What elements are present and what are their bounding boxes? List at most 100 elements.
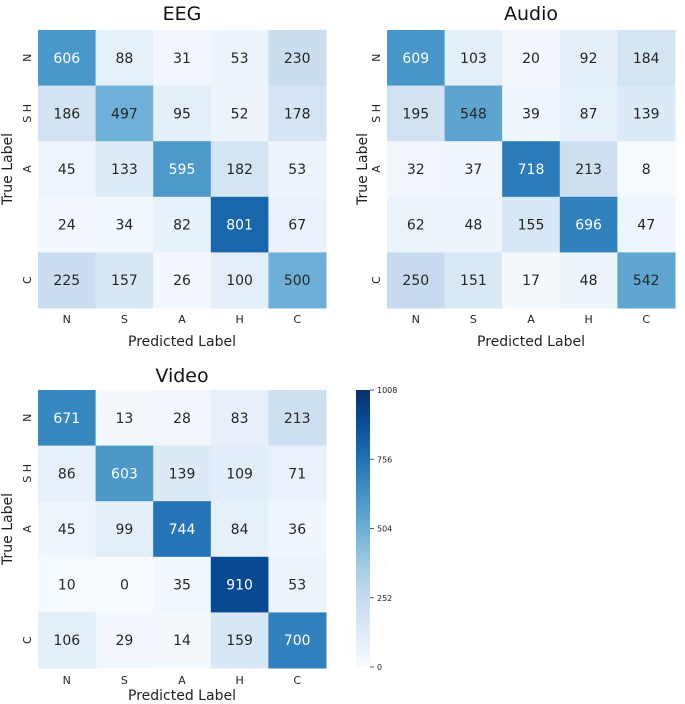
video-cell-r4-c1 bbox=[95, 612, 154, 669]
audio-cell-r0-c0 bbox=[387, 30, 446, 87]
audio-cell-label-r4-c0: 250 bbox=[402, 273, 429, 289]
eeg-title: EEG bbox=[163, 3, 202, 25]
eeg-cell-label-r0-c3: 53 bbox=[231, 51, 249, 67]
eeg-cell-label-r4-c0: 225 bbox=[53, 273, 80, 289]
eeg-cell-r3-c1 bbox=[95, 196, 154, 253]
video-cell-r0-c4 bbox=[268, 390, 327, 447]
audio-cell-r4-c3 bbox=[559, 252, 618, 309]
eeg-x-tick-1: S bbox=[121, 313, 128, 326]
audio-cell-r0-c1 bbox=[444, 30, 503, 87]
eeg-cell-label-r2-c2: 595 bbox=[169, 162, 196, 178]
eeg-cell-label-r1-c1: 497 bbox=[111, 106, 138, 122]
audio-cell-label-r4-c1: 151 bbox=[460, 273, 487, 289]
eeg-x-tick-2: A bbox=[178, 313, 186, 326]
video-cell-label-r4-c2: 14 bbox=[173, 633, 191, 649]
audio-cell-label-r3-c0: 62 bbox=[407, 218, 425, 234]
eeg-cell-r2-c0 bbox=[38, 141, 97, 198]
eeg-cell-r0-c0 bbox=[38, 30, 97, 87]
audio-cell-label-r3-c1: 48 bbox=[464, 218, 482, 234]
video-cell-r1-c2 bbox=[153, 445, 212, 502]
video-cell-label-r3-c3: 910 bbox=[226, 578, 253, 594]
audio-x-tick-0: N bbox=[412, 313, 420, 326]
audio-cell-r2-c4 bbox=[617, 141, 676, 198]
audio-x-tick-3: H bbox=[584, 313, 592, 326]
eeg-x-tick-0: N bbox=[63, 313, 71, 326]
eeg-cell-label-r3-c0: 24 bbox=[58, 218, 76, 234]
audio-cell-label-r1-c0: 195 bbox=[402, 106, 429, 122]
audio-cell-r4-c4 bbox=[617, 252, 676, 309]
eeg-cell-r4-c2 bbox=[153, 252, 212, 309]
audio-cell-r2-c3 bbox=[559, 141, 618, 198]
audio-cell-label-r4-c4: 542 bbox=[633, 273, 660, 289]
video-cell-label-r3-c2: 35 bbox=[173, 578, 191, 594]
video-cell-label-r2-c4: 36 bbox=[288, 522, 306, 538]
video-x-tick-1: S bbox=[121, 674, 128, 687]
eeg-y-axis-label: True Label bbox=[0, 133, 16, 206]
video-cell-r4-c4 bbox=[268, 612, 327, 669]
audio-cell-r3-c1 bbox=[444, 196, 503, 253]
eeg-cell-label-r1-c4: 178 bbox=[284, 106, 311, 122]
eeg-cell-label-r2-c3: 182 bbox=[226, 162, 253, 178]
audio-cell-r0-c2 bbox=[502, 30, 561, 87]
video-cell-r0-c2 bbox=[153, 390, 212, 447]
eeg-cell-r1-c2 bbox=[153, 85, 212, 142]
eeg-heatmap: EEG 606 88 31 53 230 186 497 95 52 178 45 133 595 182 5… bbox=[0, 3, 327, 350]
eeg-cell-label-r0-c2: 31 bbox=[173, 51, 191, 67]
audio-cell-label-r0-c2: 20 bbox=[522, 51, 540, 67]
eeg-cell-label-r3-c2: 82 bbox=[173, 218, 191, 234]
video-cell-label-r2-c2: 744 bbox=[169, 522, 196, 538]
audio-y-tick-4: C bbox=[370, 276, 383, 284]
audio-cell-r1-c4 bbox=[617, 85, 676, 142]
video-cell-r3-c1 bbox=[95, 556, 154, 613]
video-cell-label-r0-c4: 213 bbox=[284, 411, 311, 427]
eeg-cell-r2-c3 bbox=[210, 141, 269, 198]
video-x-tick-0: N bbox=[63, 674, 71, 687]
video-cell-label-r4-c3: 159 bbox=[226, 633, 253, 649]
audio-cell-label-r3-c2: 155 bbox=[518, 218, 545, 234]
eeg-cell-r3-c2 bbox=[153, 196, 212, 253]
audio-cell-label-r0-c4: 184 bbox=[633, 51, 660, 67]
audio-x-tick-1: S bbox=[470, 313, 477, 326]
video-cell-label-r2-c0: 45 bbox=[58, 522, 76, 538]
video-cell-label-r1-c1: 603 bbox=[111, 466, 138, 482]
colorbar-tick-4: 1008 bbox=[377, 386, 397, 395]
video-cell-label-r3-c1: 0 bbox=[120, 578, 129, 594]
audio-cell-label-r3-c3: 696 bbox=[575, 218, 602, 234]
colorbar-tick-1: 252 bbox=[377, 594, 392, 603]
audio-cell-label-r2-c4: 8 bbox=[642, 162, 651, 178]
eeg-x-tick-3: H bbox=[235, 313, 243, 326]
audio-cell-r4-c2 bbox=[502, 252, 561, 309]
eeg-cell-label-r3-c1: 34 bbox=[115, 218, 133, 234]
audio-cell-r1-c3 bbox=[559, 85, 618, 142]
eeg-y-tick-1: S H bbox=[21, 104, 34, 123]
video-cell-r2-c3 bbox=[210, 501, 269, 558]
eeg-y-tick-2: A bbox=[21, 165, 34, 173]
eeg-y-tick-0: N bbox=[21, 54, 34, 62]
eeg-cell-r2-c1 bbox=[95, 141, 154, 198]
eeg-cell-r2-c4 bbox=[268, 141, 327, 198]
video-cell-r1-c1 bbox=[95, 445, 154, 502]
video-cell-label-r4-c0: 106 bbox=[53, 633, 80, 649]
video-cell-r3-c2 bbox=[153, 556, 212, 613]
video-cell-label-r2-c3: 84 bbox=[231, 522, 249, 538]
audio-cell-label-r2-c2: 718 bbox=[518, 162, 545, 178]
video-cell-r2-c4 bbox=[268, 501, 327, 558]
audio-heatmap: Audio 609 103 20 92 184 195 548 39 87 139 32 37 718 21… bbox=[355, 3, 676, 350]
eeg-cell-label-r4-c4: 500 bbox=[284, 273, 311, 289]
video-cell-label-r0-c2: 28 bbox=[173, 411, 191, 427]
video-cell-label-r2-c1: 99 bbox=[115, 522, 133, 538]
video-cell-label-r1-c0: 86 bbox=[58, 466, 76, 482]
eeg-x-axis-label: Predicted Label bbox=[128, 334, 236, 350]
video-cell-r3-c4 bbox=[268, 556, 327, 613]
video-cell-r4-c3 bbox=[210, 612, 269, 669]
audio-cell-label-r0-c1: 103 bbox=[460, 51, 487, 67]
colorbar-tick-0: 0 bbox=[377, 663, 382, 672]
eeg-cell-label-r4-c3: 100 bbox=[226, 273, 253, 289]
audio-cell-r1-c0 bbox=[387, 85, 446, 142]
video-cell-r0-c0 bbox=[38, 390, 97, 447]
audio-cell-r4-c1 bbox=[444, 252, 503, 309]
video-y-tick-4: C bbox=[21, 636, 34, 644]
eeg-cell-label-r4-c2: 26 bbox=[173, 273, 191, 289]
audio-cell-label-r0-c0: 609 bbox=[402, 51, 429, 67]
eeg-cell-r3-c4 bbox=[268, 196, 327, 253]
